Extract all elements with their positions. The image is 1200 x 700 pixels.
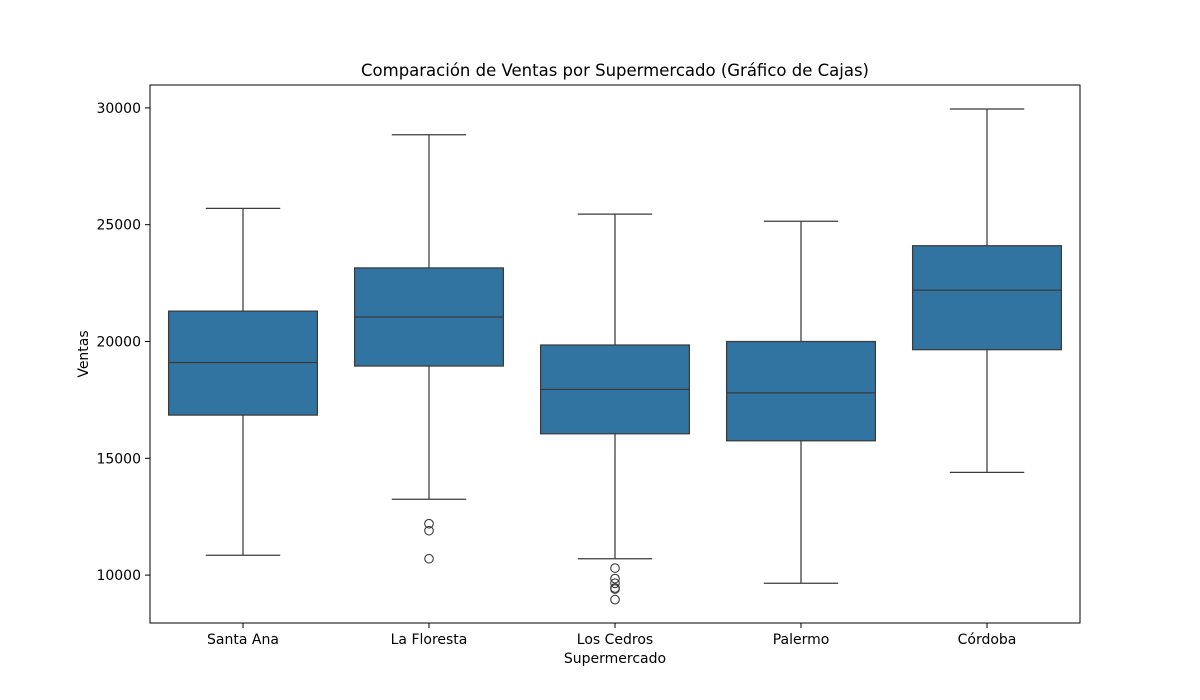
- chart-title: Comparación de Ventas por Supermercado (…: [361, 61, 869, 80]
- plot-frame: [149, 84, 1081, 624]
- plot-area: Santa Ana La Floresta Los Cedros Palermo Cór…: [96, 84, 1081, 648]
- box-palermo: [725, 340, 877, 442]
- outlier-point: [610, 584, 620, 594]
- outlier-point: [610, 573, 620, 584]
- outlier-point: [610, 594, 620, 605]
- y-tick-label: 25000: [96, 218, 141, 234]
- outlier-point: [424, 518, 434, 529]
- x-tick-label: Palermo: [773, 632, 830, 648]
- outlier-point: [610, 563, 620, 573]
- outlier-point: [424, 553, 434, 564]
- x-tick-label: Los Cedros: [577, 632, 653, 648]
- y-tick-label: 10000: [96, 568, 141, 584]
- outlier-point: [424, 525, 434, 536]
- y-tick-label: 30000: [96, 101, 141, 117]
- x-axis-label: Supermercado: [564, 651, 666, 667]
- box-cordoba: [911, 245, 1063, 351]
- outlier-point: [610, 578, 620, 589]
- y-tick-label: 20000: [96, 335, 141, 351]
- x-tick-label: Córdoba: [958, 632, 1017, 648]
- x-tick-label: La Floresta: [391, 632, 468, 648]
- x-tick-label: Santa Ana: [207, 632, 279, 648]
- y-axis-label: Ventas: [76, 330, 92, 377]
- y-tick-label: 15000: [96, 451, 141, 467]
